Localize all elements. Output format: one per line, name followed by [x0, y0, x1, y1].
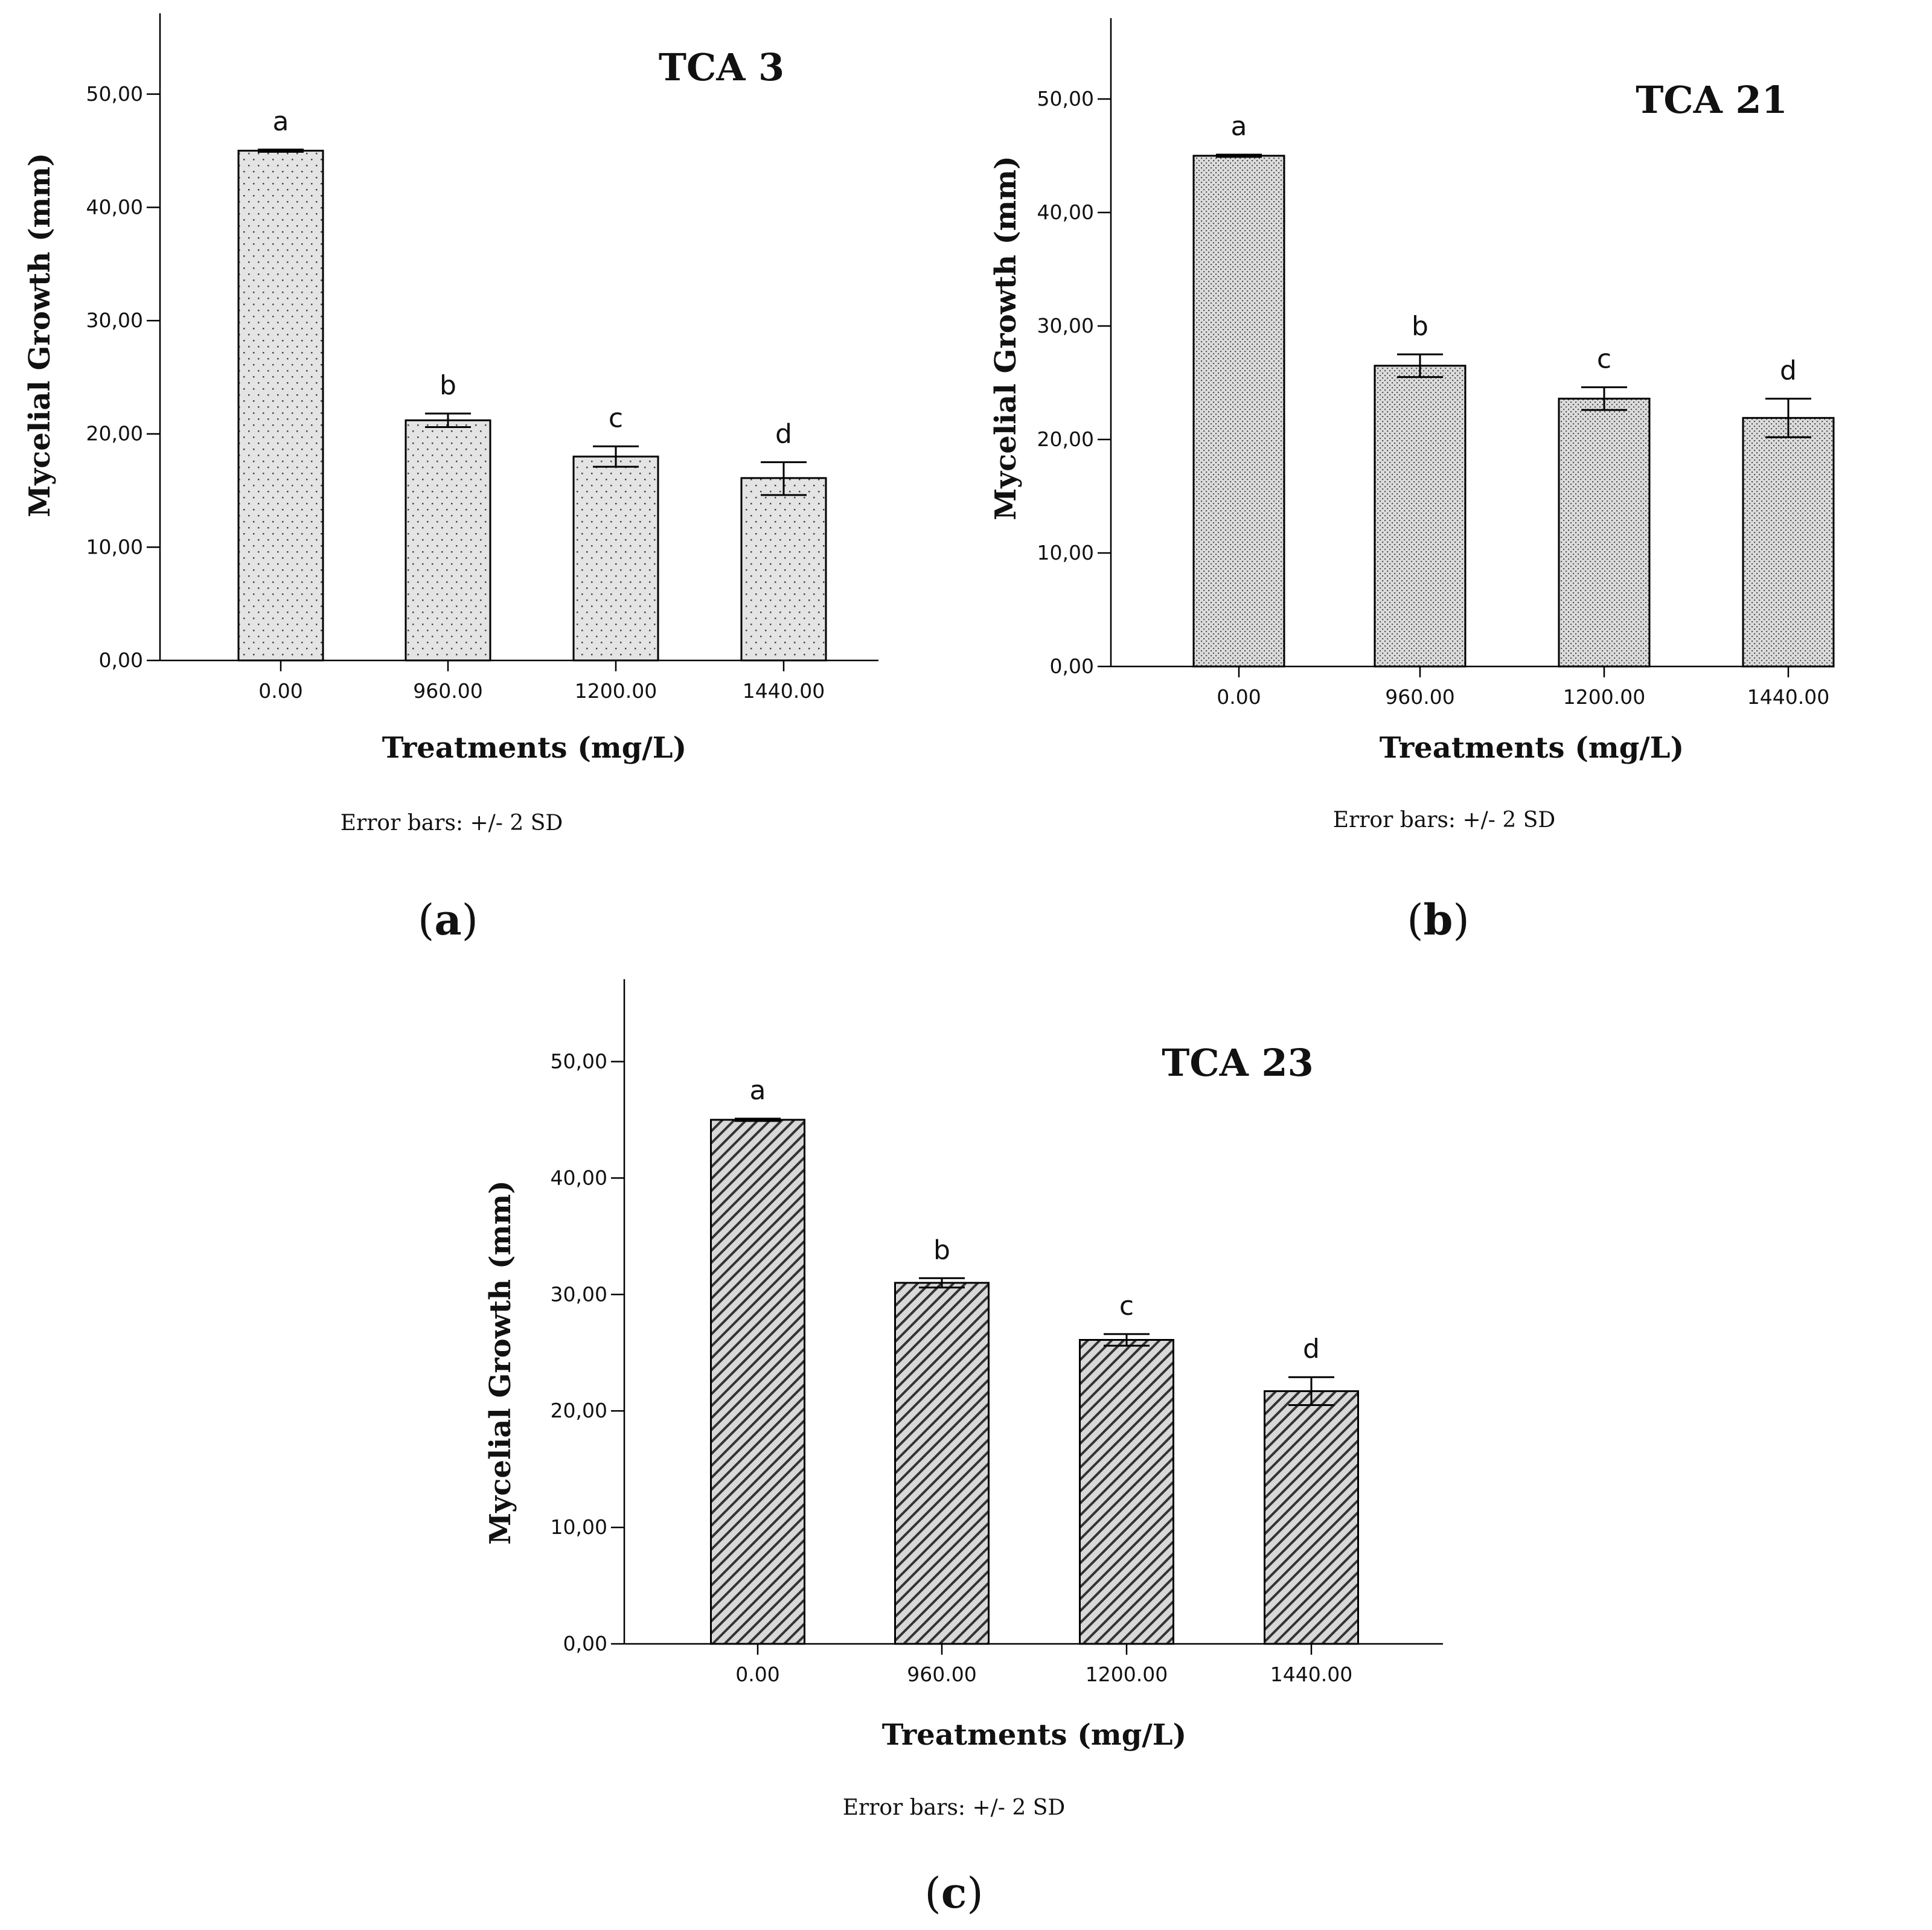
bar — [1079, 1339, 1174, 1645]
y-axis-title: Mycelial Growth (mm) — [23, 153, 57, 517]
panel-label: (c) — [924, 1868, 983, 1918]
bar — [1192, 155, 1285, 668]
chart-title: TCA 3 — [659, 45, 784, 89]
y-tick-label: 0,00 — [1050, 654, 1094, 678]
y-tick-label: 20,00 — [1037, 427, 1094, 451]
bar — [1742, 417, 1835, 668]
x-tick-label: 1200.00 — [1086, 1663, 1168, 1686]
x-tick-label: 1200.00 — [1563, 685, 1645, 709]
y-tick-label: 30,00 — [1037, 314, 1094, 337]
y-tick-label: 10,00 — [1037, 541, 1094, 564]
x-tick-label: 960.00 — [907, 1663, 976, 1686]
y-tick-label: 40,00 — [1037, 200, 1094, 224]
y-tick-label: 50,00 — [551, 1049, 607, 1073]
y-tick-label: 0,00 — [563, 1632, 607, 1655]
y-tick-label: 0,00 — [99, 648, 143, 672]
bar — [740, 477, 827, 662]
error-bar-note: Error bars: +/- 2 SD — [341, 811, 563, 836]
x-axis-title: Treatments (mg/L) — [382, 731, 687, 765]
significance-label: d — [1303, 1334, 1320, 1364]
bar — [405, 419, 491, 662]
significance-label: d — [775, 419, 792, 450]
x-tick-label: 0.00 — [258, 679, 302, 703]
error-bar-note: Error bars: +/- 2 SD — [843, 1795, 1066, 1820]
x-axis-title: Treatments (mg/L) — [1380, 731, 1684, 765]
y-axis-title: Mycelial Growth (mm) — [484, 1180, 517, 1545]
x-axis-title: Treatments (mg/L) — [882, 1718, 1187, 1752]
bar — [710, 1119, 805, 1645]
x-tick-label: 1440.00 — [1270, 1663, 1352, 1686]
significance-label: c — [609, 403, 623, 433]
panel-label: (a) — [418, 895, 478, 945]
x-tick-label: 1200.00 — [575, 679, 657, 703]
significance-label: c — [1597, 344, 1611, 375]
bar — [1374, 365, 1467, 668]
y-tick-label: 30,00 — [551, 1282, 607, 1306]
significance-label: b — [440, 370, 456, 401]
x-tick-label: 0.00 — [1217, 685, 1261, 709]
bar — [572, 455, 659, 662]
chart-panel-c: TCA 23 Mycelial Growth (mm) Treatments (… — [484, 979, 1443, 1918]
bar — [1264, 1390, 1359, 1645]
x-tick-label: 1440.00 — [743, 679, 825, 703]
x-tick-label: 1440.00 — [1747, 685, 1829, 709]
chart-panel-a: TCA 3 Mycelial Growth (mm) Treatments (m… — [23, 13, 878, 945]
chart-title: TCA 21 — [1636, 78, 1787, 122]
error-bar-note: Error bars: +/- 2 SD — [1333, 808, 1556, 832]
y-tick-label: 10,00 — [86, 535, 143, 558]
significance-label: a — [750, 1075, 766, 1106]
y-tick-label: 20,00 — [86, 422, 143, 446]
x-tick-label: 960.00 — [413, 679, 482, 703]
y-tick-label: 50,00 — [1037, 87, 1094, 110]
significance-label: b — [1412, 311, 1428, 342]
chart-panel-b: TCA 21 Mycelial Growth (mm) Treatments (… — [989, 18, 1835, 945]
y-tick-label: 20,00 — [551, 1399, 607, 1422]
significance-label: a — [273, 106, 289, 137]
significance-label: b — [933, 1235, 950, 1265]
y-tick-label: 10,00 — [551, 1515, 607, 1539]
y-tick-label: 40,00 — [86, 195, 143, 219]
chart-title: TCA 23 — [1162, 1041, 1313, 1085]
x-tick-label: 0.00 — [735, 1663, 779, 1686]
y-axis-title: Mycelial Growth (mm) — [989, 156, 1023, 520]
y-tick-label: 30,00 — [86, 308, 143, 332]
x-tick-label: 960.00 — [1385, 685, 1454, 709]
bar — [894, 1282, 990, 1645]
panel-label: (b) — [1407, 895, 1470, 945]
y-tick-label: 40,00 — [551, 1166, 607, 1189]
significance-label: c — [1119, 1291, 1134, 1321]
significance-label: a — [1231, 111, 1247, 142]
y-tick-label: 50,00 — [86, 82, 143, 106]
bar — [1558, 397, 1651, 668]
bar — [237, 150, 324, 662]
significance-label: d — [1780, 355, 1797, 386]
